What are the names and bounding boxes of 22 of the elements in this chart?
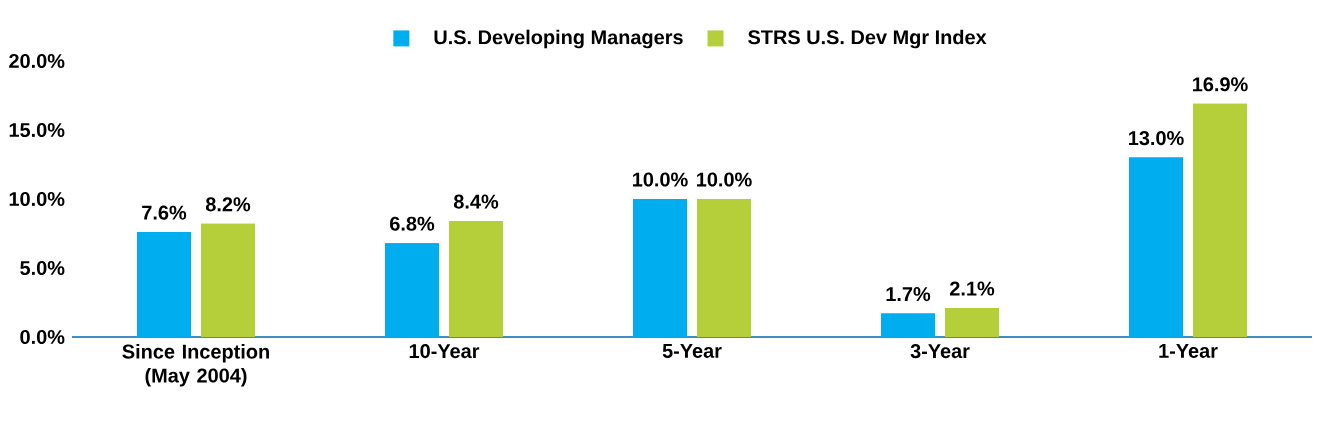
x-tick-label: Since Inception (May 2004) bbox=[122, 344, 269, 387]
y-tick-label: 15.0% bbox=[9, 122, 65, 138]
y-tick-label: 0.0% bbox=[20, 329, 65, 345]
x-tick-label: 10-Year bbox=[409, 344, 480, 359]
x-tick-label: 3-Year bbox=[910, 344, 970, 359]
data-label: 1.7% bbox=[886, 287, 931, 302]
data-label: 13.0% bbox=[1129, 131, 1184, 146]
data-label: 16.9% bbox=[1193, 77, 1248, 92]
data-label: 10.0% bbox=[697, 172, 752, 187]
x-tick-label: 5-Year bbox=[662, 344, 722, 358]
legend-label: STRS U.S. Dev Mgr Index bbox=[748, 29, 987, 49]
y-tick-label: 20.0% bbox=[9, 53, 65, 69]
data-label: 6.8% bbox=[390, 216, 435, 231]
data-label: 7.6% bbox=[142, 205, 187, 220]
x-tick-label: 1-Year bbox=[1159, 344, 1218, 358]
legend-label: U.S. Developing Managers bbox=[434, 29, 683, 49]
y-tick-label: 5.0% bbox=[20, 260, 65, 276]
data-label: 8.4% bbox=[453, 194, 499, 209]
data-label: 8.2% bbox=[205, 197, 251, 212]
data-label: 2.1% bbox=[949, 281, 995, 296]
y-tick-label: 10.0% bbox=[9, 191, 65, 207]
data-label: 10.0% bbox=[633, 172, 688, 187]
